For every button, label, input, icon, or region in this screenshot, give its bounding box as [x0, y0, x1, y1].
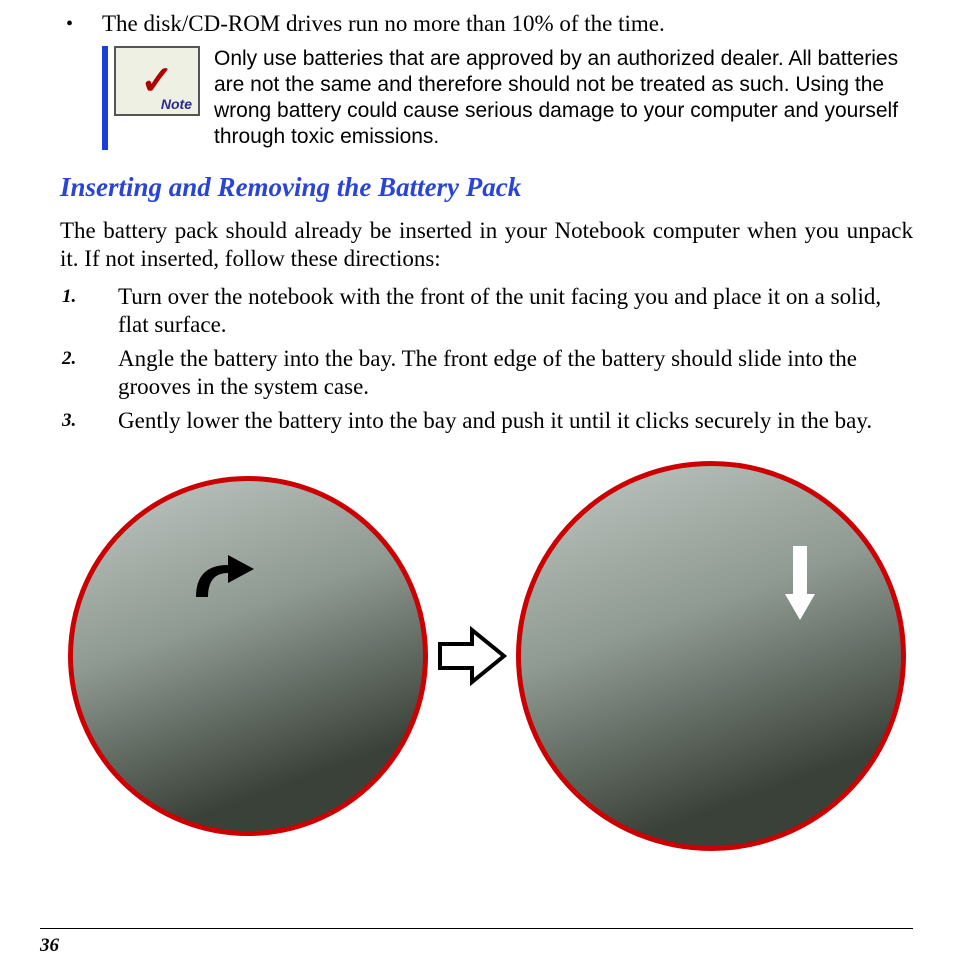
- footer-rule: [40, 928, 913, 929]
- step-item: 1. Turn over the notebook with the front…: [60, 283, 913, 339]
- bullet-marker: •: [60, 10, 102, 38]
- figure-row: [60, 461, 913, 851]
- page-number: 36: [40, 935, 59, 957]
- step-text: Gently lower the battery into the bay an…: [118, 407, 872, 435]
- note-accent-bar: [102, 46, 108, 150]
- step-item: 3. Gently lower the battery into the bay…: [60, 407, 913, 435]
- note-block: ✓ Note Only use batteries that are appro…: [102, 46, 913, 150]
- down-arrow-icon: [783, 544, 817, 622]
- transition-arrow-icon: [436, 626, 508, 686]
- step-text: Turn over the notebook with the front of…: [118, 283, 913, 339]
- intro-paragraph: The battery pack should already be inser…: [60, 217, 913, 273]
- bullet-item: • The disk/CD-ROM drives run no more tha…: [60, 10, 913, 38]
- figure-right-circle: [516, 461, 906, 851]
- step-number: 2.: [60, 345, 118, 401]
- note-icon: ✓ Note: [114, 46, 200, 116]
- checkmark-icon: ✓: [140, 61, 174, 101]
- insert-arrow-icon: [188, 551, 258, 601]
- figure-left-circle: [68, 476, 428, 836]
- section-heading: Inserting and Removing the Battery Pack: [60, 172, 913, 203]
- note-icon-label: Note: [161, 96, 192, 112]
- bullet-text: The disk/CD-ROM drives run no more than …: [102, 10, 665, 38]
- step-number: 3.: [60, 407, 118, 435]
- step-text: Angle the battery into the bay. The fron…: [118, 345, 913, 401]
- step-item: 2. Angle the battery into the bay. The f…: [60, 345, 913, 401]
- step-number: 1.: [60, 283, 118, 339]
- note-text: Only use batteries that are approved by …: [214, 46, 913, 150]
